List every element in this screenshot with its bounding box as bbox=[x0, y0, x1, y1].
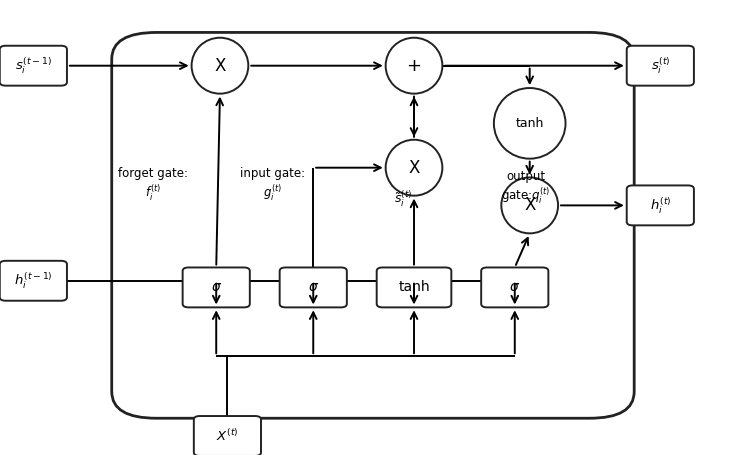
Text: $\sigma$: $\sigma$ bbox=[308, 280, 319, 294]
Text: X: X bbox=[524, 197, 535, 214]
Ellipse shape bbox=[192, 38, 248, 94]
Text: +: + bbox=[406, 57, 421, 75]
Ellipse shape bbox=[386, 38, 442, 94]
Text: $\sigma$: $\sigma$ bbox=[211, 280, 222, 294]
Text: output
gate:$q_i^{(t)}$: output gate:$q_i^{(t)}$ bbox=[501, 170, 550, 206]
Ellipse shape bbox=[386, 140, 442, 196]
FancyBboxPatch shape bbox=[627, 186, 694, 225]
Text: forget gate:
$f_i^{(t)}$: forget gate: $f_i^{(t)}$ bbox=[118, 167, 188, 203]
Text: input gate:
$g_i^{(t)}$: input gate: $g_i^{(t)}$ bbox=[239, 167, 305, 203]
Text: $s_i^{(t-1)}$: $s_i^{(t-1)}$ bbox=[15, 56, 52, 76]
Text: $s_i^{(t)}$: $s_i^{(t)}$ bbox=[651, 56, 670, 76]
Text: tanh: tanh bbox=[398, 280, 430, 294]
Ellipse shape bbox=[501, 177, 558, 233]
FancyBboxPatch shape bbox=[377, 268, 451, 308]
FancyBboxPatch shape bbox=[627, 46, 694, 86]
Text: X: X bbox=[214, 57, 226, 75]
Text: $X^{(t)}$: $X^{(t)}$ bbox=[216, 428, 239, 444]
FancyBboxPatch shape bbox=[183, 268, 250, 308]
Text: tanh: tanh bbox=[516, 117, 544, 130]
FancyBboxPatch shape bbox=[0, 46, 67, 86]
Text: $\tilde{s}_i^{(t)}$: $\tilde{s}_i^{(t)}$ bbox=[393, 189, 412, 209]
FancyBboxPatch shape bbox=[0, 261, 67, 301]
FancyBboxPatch shape bbox=[112, 32, 634, 418]
Text: $h_i^{(t-1)}$: $h_i^{(t-1)}$ bbox=[14, 271, 53, 291]
Text: $h_i^{(t)}$: $h_i^{(t)}$ bbox=[649, 195, 671, 216]
FancyBboxPatch shape bbox=[279, 268, 347, 308]
FancyBboxPatch shape bbox=[481, 268, 548, 308]
Text: $\sigma$: $\sigma$ bbox=[509, 280, 520, 294]
Text: X: X bbox=[408, 159, 420, 177]
Ellipse shape bbox=[494, 88, 565, 159]
FancyBboxPatch shape bbox=[194, 416, 261, 455]
